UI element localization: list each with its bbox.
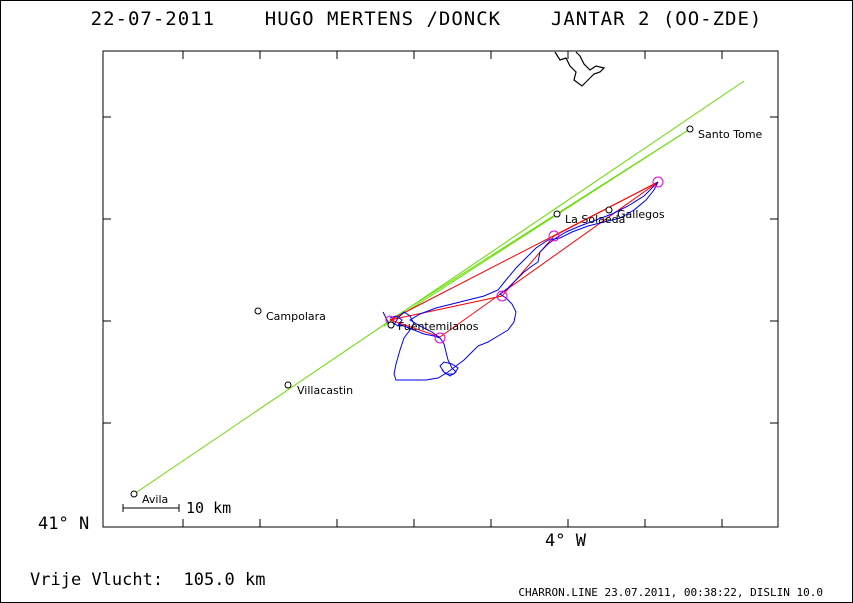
place-label-la-solaeda: La Solaeda bbox=[565, 213, 626, 226]
chart-title: 22-07-2011 HUGO MERTENS /DONCK JANTAR 2 … bbox=[0, 8, 853, 30]
place-marker bbox=[553, 210, 561, 218]
place-label-campolara: Campolara bbox=[266, 310, 326, 323]
longitude-label: 4° W bbox=[545, 531, 586, 551]
place-markers bbox=[130, 125, 694, 498]
scale-bar bbox=[122, 504, 180, 512]
latitude-label: 41° N bbox=[38, 514, 90, 534]
glider-name: JANTAR 2 (OO-ZDE) bbox=[550, 8, 763, 30]
place-marker bbox=[686, 125, 694, 133]
place-label-santo-tome: Santo Tome bbox=[698, 128, 763, 141]
place-label-villacastin: Villacastin bbox=[297, 384, 354, 397]
sector-lines bbox=[133, 80, 745, 495]
coastline bbox=[554, 51, 606, 87]
scale-label: 10 km bbox=[186, 499, 232, 517]
distance-label: Vrije Vlucht: bbox=[30, 570, 164, 590]
distance-value: 105.0 km bbox=[183, 570, 266, 590]
place-label-gallegos: Gallegos bbox=[617, 208, 665, 221]
map-border bbox=[102, 50, 779, 528]
place-marker bbox=[254, 307, 262, 315]
map-ticks bbox=[103, 51, 778, 527]
place-marker bbox=[130, 490, 138, 498]
place-label-fuentemilanos: Fuentemilanos bbox=[398, 320, 479, 333]
place-marker bbox=[605, 206, 613, 214]
place-label-avila: Avila bbox=[142, 493, 169, 506]
flight-date: 22-07-2011 bbox=[90, 8, 216, 30]
flight-distance: Vrije Vlucht: 105.0 km bbox=[30, 570, 265, 590]
place-marker bbox=[284, 381, 292, 389]
footer-info: CHARRON.LINE 23.07.2011, 00:38:22, DISLI… bbox=[518, 586, 823, 599]
place-marker bbox=[387, 321, 395, 329]
pilot-name: HUGO MERTENS /DONCK bbox=[264, 8, 502, 30]
